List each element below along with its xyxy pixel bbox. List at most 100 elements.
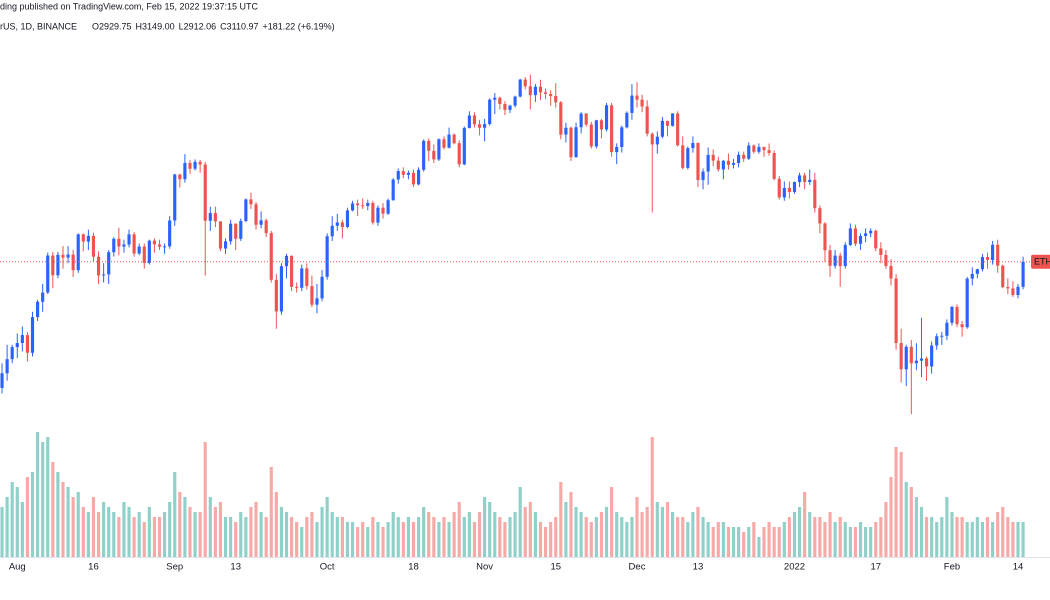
volume-bar xyxy=(610,487,614,557)
candle-body xyxy=(112,238,116,253)
volume-bar xyxy=(594,517,598,557)
volume-bar xyxy=(503,522,507,557)
volume-bar xyxy=(869,527,873,557)
volume-bar xyxy=(828,512,832,557)
candle-body xyxy=(96,256,101,276)
volume-bar xyxy=(284,512,289,557)
candle-body xyxy=(569,127,573,158)
volume-bar xyxy=(477,512,482,557)
candle-body xyxy=(305,268,309,287)
candle-body xyxy=(462,127,466,165)
volume-bar xyxy=(848,527,852,557)
volume-bar xyxy=(203,442,207,557)
volume-bar xyxy=(803,492,807,557)
volume-bar xyxy=(234,522,238,557)
volume-bar xyxy=(899,452,903,557)
volume-bar xyxy=(178,492,182,557)
symbol-info: rUS, 1D, BINANCE xyxy=(0,21,77,31)
volume-bar xyxy=(345,522,350,557)
candle-body xyxy=(838,255,842,267)
volume-bar xyxy=(66,487,70,557)
candle-body xyxy=(508,105,512,110)
candle-body xyxy=(777,178,781,198)
candle-body xyxy=(889,265,893,279)
candle-body xyxy=(36,301,40,318)
candle-body xyxy=(213,213,217,222)
publish-note: ding published on TradingView.com, Feb 1… xyxy=(0,1,259,11)
volume-bar xyxy=(808,512,812,557)
ohlc-value: L2912.06 xyxy=(179,21,217,31)
volume-bar xyxy=(76,492,80,557)
volume-bar xyxy=(96,512,101,557)
volume-bar xyxy=(767,522,771,557)
volume-bar xyxy=(122,502,126,557)
volume-bar xyxy=(193,512,197,557)
candle-body xyxy=(681,145,685,168)
volume-bar xyxy=(223,517,228,557)
candle-body xyxy=(472,115,477,125)
volume-bar xyxy=(102,502,106,557)
candle-body xyxy=(229,223,233,242)
x-tick-label: Feb xyxy=(944,562,960,573)
candle-body xyxy=(239,220,243,239)
volume-bar xyxy=(752,522,756,557)
volume-bar xyxy=(437,522,441,557)
price-panel: ETH xyxy=(0,74,1050,415)
volume-bar xyxy=(630,517,634,557)
candle-body xyxy=(848,228,852,245)
candle-body xyxy=(843,244,847,267)
candle-body xyxy=(762,147,766,151)
volume-bar xyxy=(696,507,700,557)
candle-body xyxy=(366,202,370,207)
x-tick-label: Nov xyxy=(476,562,493,573)
volume-bar xyxy=(107,507,111,557)
candle-body xyxy=(163,246,167,248)
volume-bar xyxy=(25,477,30,557)
candle-body xyxy=(533,86,537,96)
candle-body xyxy=(356,203,360,206)
volume-bar xyxy=(919,507,924,557)
volume-bar xyxy=(523,507,527,557)
candle-body xyxy=(559,102,563,135)
volume-bar xyxy=(81,507,85,557)
volume-bar xyxy=(838,517,842,557)
candle-body xyxy=(168,220,172,247)
candle-body xyxy=(782,187,786,198)
candle-body xyxy=(767,150,771,154)
candle-body xyxy=(853,228,858,244)
candle-body xyxy=(442,139,446,148)
volume-bar xyxy=(137,512,141,557)
candle-body xyxy=(401,171,405,175)
candle-body xyxy=(188,162,192,169)
volume-bar xyxy=(909,487,913,557)
volume-bar xyxy=(543,527,548,557)
candle-body xyxy=(315,298,319,305)
candle-body xyxy=(81,234,85,242)
volume-bar xyxy=(518,487,522,557)
candle-body xyxy=(137,246,141,254)
x-tick-label: 13 xyxy=(693,562,704,573)
volume-bar xyxy=(874,522,878,557)
candle-body xyxy=(635,95,639,100)
candle-body xyxy=(467,115,471,128)
x-tick-label: 18 xyxy=(408,562,419,573)
price-tag-label: ETH xyxy=(1034,257,1050,267)
candle-body xyxy=(381,207,385,214)
candle-body xyxy=(295,286,299,288)
volume-bar xyxy=(198,512,202,557)
volume-bar xyxy=(813,517,817,557)
candle-body xyxy=(594,120,598,147)
volume-bar xyxy=(533,512,537,557)
candle-body xyxy=(589,124,593,147)
volume-bar xyxy=(163,512,167,557)
volume-bar xyxy=(117,517,121,557)
candle-body xyxy=(640,99,644,107)
volume-bar xyxy=(432,517,436,557)
candle-body xyxy=(1001,265,1005,288)
candle-body xyxy=(610,105,614,153)
volume-bar xyxy=(411,522,416,557)
volume-bar xyxy=(447,522,451,557)
candle-body xyxy=(564,127,568,135)
candle-body xyxy=(650,133,654,145)
